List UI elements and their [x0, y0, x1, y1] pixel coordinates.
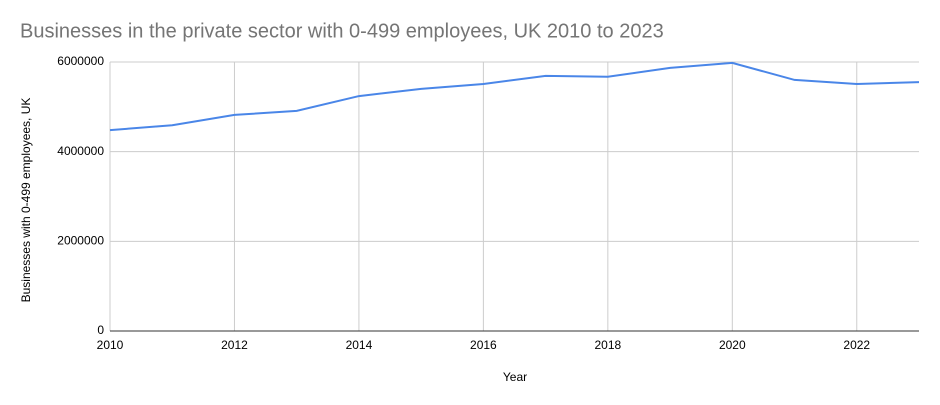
- chart-title: Businesses in the private sector with 0-…: [20, 20, 664, 42]
- x-axis-label: Year: [503, 370, 527, 384]
- data-line: [109, 61, 920, 132]
- y-tick-label: 6000000: [57, 54, 104, 68]
- x-tick-label: 2022: [843, 338, 870, 352]
- y-axis-label: Businesses with 0-499 employees, UK: [19, 98, 33, 303]
- y-tick-label: 4000000: [57, 144, 104, 158]
- x-tick-label: 2010: [97, 338, 124, 352]
- x-tick-label: 2014: [346, 338, 373, 352]
- x-tick-label: 2016: [470, 338, 497, 352]
- x-tick-label: 2018: [594, 338, 621, 352]
- x-tick-label: 2020: [719, 338, 746, 352]
- y-tick-label: 2000000: [57, 234, 104, 248]
- y-tick-label: 0: [97, 323, 104, 337]
- x-tick-label: 2012: [221, 338, 248, 352]
